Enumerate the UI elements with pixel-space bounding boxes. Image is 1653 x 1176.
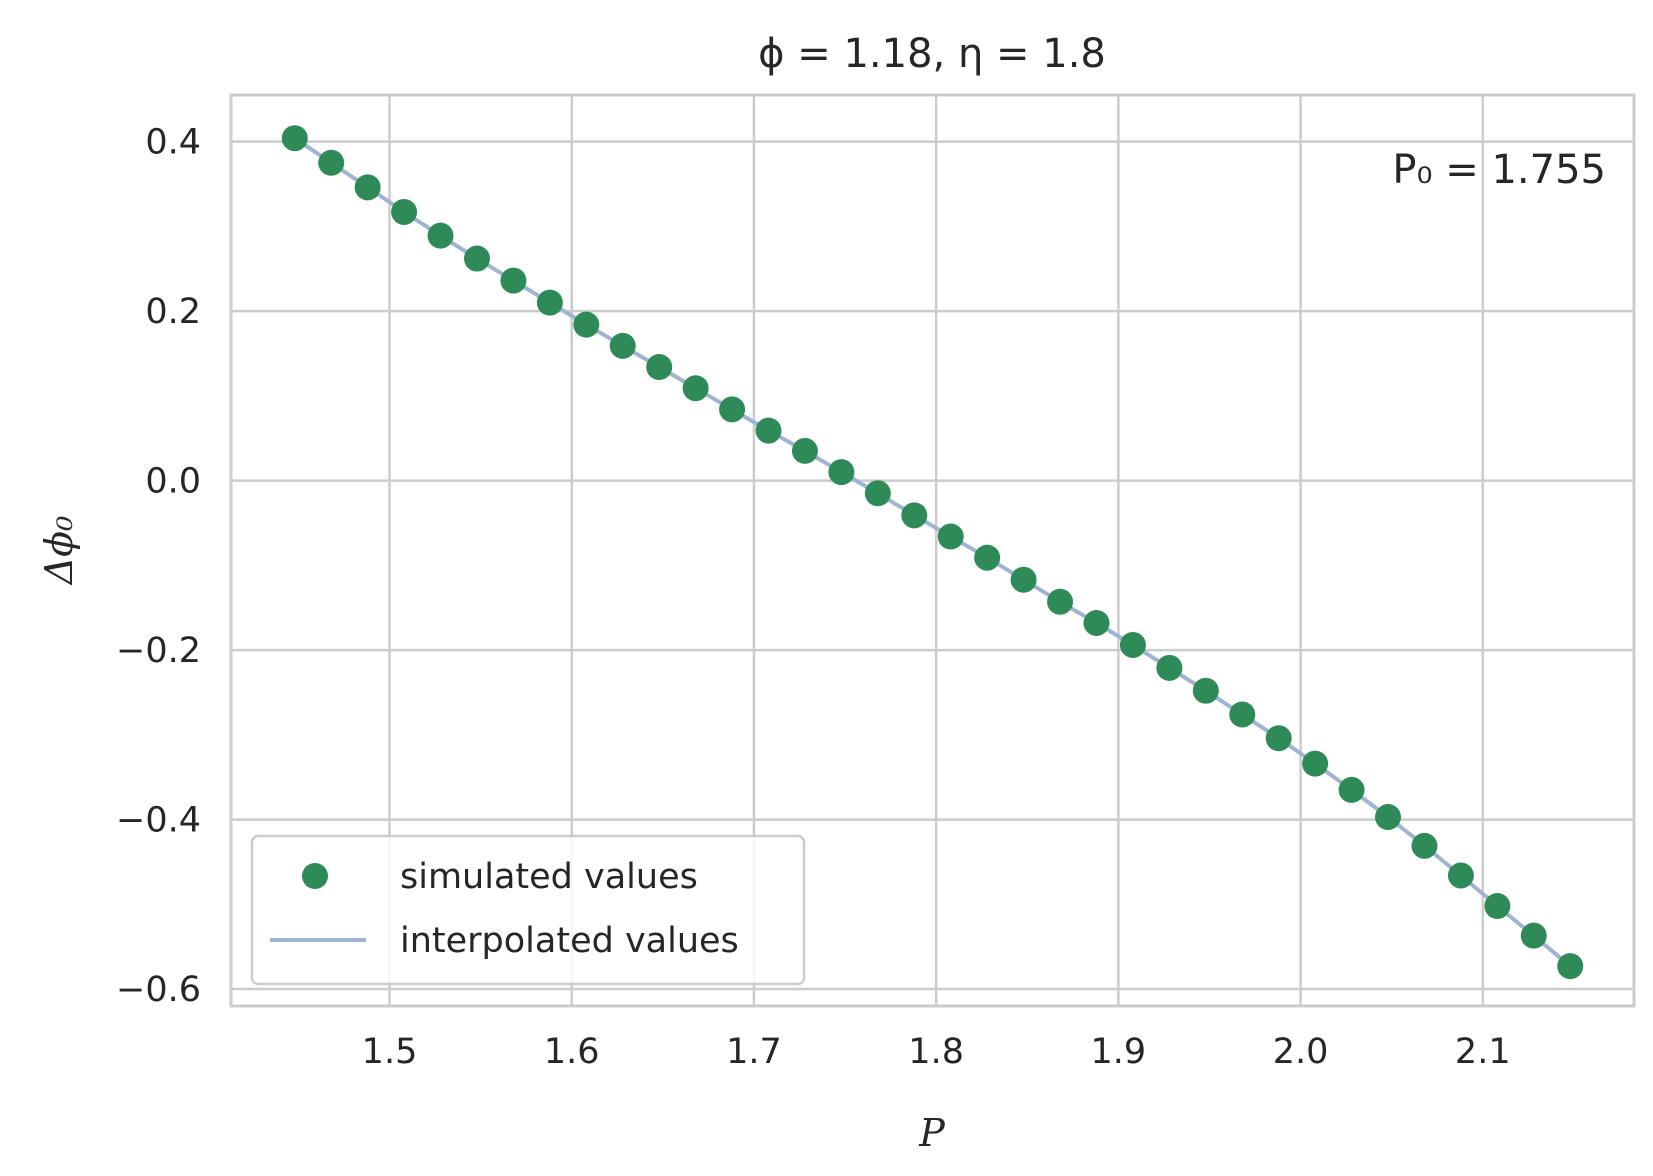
simulated-point [1156,654,1183,681]
simulated-point [755,417,782,444]
simulated-point [937,523,964,550]
simulated-point [391,198,418,225]
simulated-point [281,125,308,152]
simulated-point [1520,922,1547,949]
simulated-point [1557,953,1584,980]
x-tick-label: 2.1 [1455,1032,1511,1072]
simulated-point [1447,862,1474,889]
x-tick-label: 1.9 [1091,1032,1147,1072]
simulated-point [318,149,345,176]
simulated-point [354,174,381,201]
legend-box [250,834,806,986]
simulated-point [1338,776,1365,803]
chart-title: ϕ = 1.18, η = 1.8 [758,31,1106,77]
simulated-point [901,502,928,529]
simulated-point [500,267,527,294]
simulated-point [1375,804,1402,831]
y-axis-label: Δϕ₀ [37,516,81,587]
simulated-point [1010,566,1037,593]
simulated-point [573,311,600,338]
simulated-point [1484,893,1511,920]
x-axis-label: P [918,1111,946,1155]
simulated-point [427,222,454,249]
plot-frame [229,93,1636,1008]
y-tick-label: 0.0 [145,462,201,502]
simulated-point [1083,609,1110,636]
simulated-point [791,437,818,464]
x-tick-label: 1.5 [362,1032,418,1072]
x-tick-labels: 1.5 1.6 1.7 1.8 1.9 2.0 2.1 [362,1032,1511,1072]
x-tick-label: 2.0 [1273,1032,1329,1072]
y-tick-label: 0.2 [145,292,201,332]
simulated-point [463,245,490,272]
legend-label-interpolated: interpolated values [400,921,739,961]
y-tick-label: −0.4 [116,801,201,841]
legend-marker-simulated [302,863,328,889]
legend-label-simulated: simulated values [400,857,698,897]
y-tick-label: −0.2 [116,631,201,671]
simulated-points-layer [281,125,1584,980]
x-tick-label: 1.7 [726,1032,782,1072]
y-tick-label: −0.6 [116,970,201,1010]
simulated-point [1047,588,1074,615]
simulated-point [682,375,709,402]
simulated-point [1192,677,1219,704]
simulated-point [1229,701,1256,728]
simulated-point [1302,750,1329,777]
simulated-point [828,459,855,486]
simulated-point [974,544,1001,571]
simulated-point [536,289,563,316]
grid-lines [231,95,1634,1006]
simulated-point [864,480,891,507]
p0-annotation: P₀ = 1.755 [1392,147,1606,193]
simulated-point [646,354,673,381]
x-tick-label: 1.8 [908,1032,964,1072]
y-tick-label: 0.4 [145,123,201,163]
simulated-point [1119,631,1146,658]
y-tick-labels: 0.4 0.2 0.0 −0.2 −0.4 −0.6 [116,123,201,1010]
simulated-point [1265,725,1292,752]
legend: simulated values interpolated values [250,834,806,986]
simulated-point [609,332,636,359]
x-tick-label: 1.6 [544,1032,600,1072]
simulated-point [719,396,746,423]
simulated-point [1411,832,1438,859]
